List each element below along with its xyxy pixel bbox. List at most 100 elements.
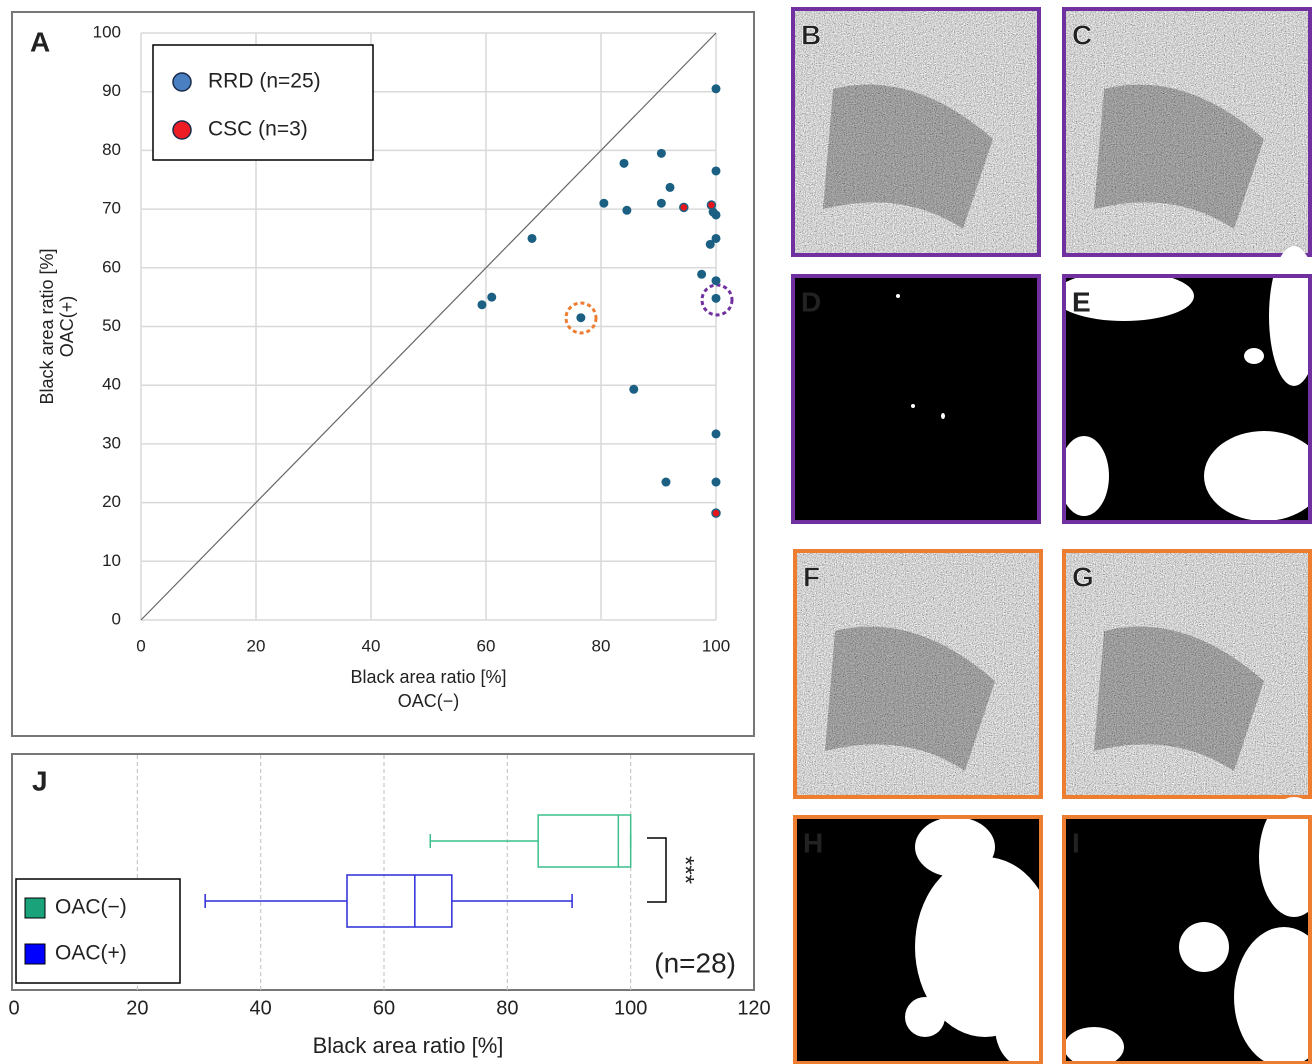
image-frame	[793, 549, 1043, 799]
x-tick-label: 20	[247, 636, 266, 655]
note: (n=28)	[654, 947, 736, 978]
y-tick-label: 100	[93, 22, 121, 41]
image-blob	[911, 404, 915, 408]
panel-label: B	[801, 19, 821, 50]
image-frame	[791, 7, 1041, 257]
y-axis-label: OAC(+)	[57, 296, 77, 358]
point	[619, 158, 629, 168]
x-tick-label: 0	[136, 636, 145, 655]
panel-label: D	[801, 286, 821, 317]
y-tick-label: 50	[102, 316, 121, 335]
x-tick-label: 120	[737, 997, 770, 1019]
image-frame	[1062, 274, 1312, 524]
point	[527, 233, 537, 243]
image-frame	[1062, 815, 1312, 1064]
image-blob	[1179, 922, 1229, 972]
panel-label: G	[1072, 561, 1094, 592]
x-axis-label: OAC(−)	[398, 691, 460, 711]
legend-label: RRD (n=25)	[208, 70, 321, 93]
x-tick-label: 40	[362, 636, 381, 655]
x-tick-label: 60	[373, 997, 395, 1019]
point	[711, 166, 721, 176]
image-blob	[1244, 348, 1264, 364]
image-blob	[1234, 927, 1314, 1064]
legend-marker	[172, 72, 192, 92]
bracket	[647, 837, 667, 903]
legend	[152, 44, 374, 161]
image-frame	[791, 274, 1041, 524]
image-shadow	[825, 626, 995, 771]
image-blob	[896, 294, 900, 298]
legend-label: OAC(+)	[55, 942, 127, 965]
image-shadow	[823, 84, 993, 229]
x-axis-label: Black area ratio [%]	[350, 667, 506, 687]
x-axis-label: Black area ratio [%]	[313, 1033, 504, 1058]
point	[711, 293, 721, 303]
legend-marker	[24, 943, 46, 965]
point	[711, 276, 721, 286]
x-tick-label: 100	[614, 997, 647, 1019]
point	[705, 239, 715, 249]
point	[665, 182, 675, 192]
image-blob	[1269, 246, 1314, 386]
x-tick-label: 40	[250, 997, 272, 1019]
image	[1064, 551, 1310, 797]
image-shadow	[1094, 626, 1264, 771]
x-tick-label: 100	[702, 636, 730, 655]
image-blob	[1259, 797, 1314, 917]
point	[661, 477, 671, 487]
image	[1064, 9, 1310, 255]
y-tick-label: 40	[102, 375, 121, 394]
point	[711, 210, 721, 220]
x-tick-label: 20	[126, 997, 148, 1019]
image	[795, 551, 1041, 797]
y-tick-label: 70	[102, 199, 121, 218]
point	[679, 202, 689, 213]
image-shadow	[1094, 84, 1264, 229]
y-tick-label: 30	[102, 433, 121, 452]
box	[346, 874, 453, 928]
legend	[15, 878, 181, 984]
point	[711, 429, 721, 439]
y-tick-label: 60	[102, 257, 121, 276]
legend-marker	[172, 120, 192, 140]
x-tick-label: 60	[477, 636, 496, 655]
y-tick-label: 80	[102, 140, 121, 159]
y-tick-label: 20	[102, 492, 121, 511]
point	[711, 84, 721, 94]
point	[477, 300, 487, 310]
image-blob	[995, 987, 1055, 1064]
point	[697, 269, 707, 279]
panel-label: E	[1072, 286, 1091, 317]
point	[599, 198, 609, 208]
point	[656, 148, 666, 158]
image-blob	[1204, 431, 1314, 521]
image-blob	[905, 997, 945, 1037]
point	[622, 205, 632, 215]
image-frame	[793, 815, 1043, 1064]
box	[537, 814, 632, 868]
image-frame	[1062, 549, 1312, 799]
x-tick-label: 80	[496, 997, 518, 1019]
panel-label: F	[803, 561, 820, 592]
image-blob	[1059, 436, 1109, 516]
y-axis-label: Black area ratio [%]	[37, 248, 57, 404]
significance: ***	[672, 856, 699, 884]
image	[793, 9, 1039, 255]
point	[706, 200, 717, 210]
x-tick-label: 0	[8, 997, 19, 1019]
panel-label: A	[30, 26, 50, 57]
legend-label: CSC (n=3)	[208, 118, 308, 141]
panel-a-frame	[11, 11, 755, 737]
point	[576, 313, 586, 323]
image-blob	[1054, 271, 1194, 321]
diagonal	[140, 32, 717, 621]
point	[711, 233, 721, 243]
y-tick-label: 0	[112, 609, 121, 628]
highlight	[564, 301, 598, 335]
point	[656, 198, 666, 208]
image-blob	[1064, 1027, 1124, 1064]
panel-label: I	[1072, 827, 1080, 858]
image-frame	[1062, 7, 1312, 257]
